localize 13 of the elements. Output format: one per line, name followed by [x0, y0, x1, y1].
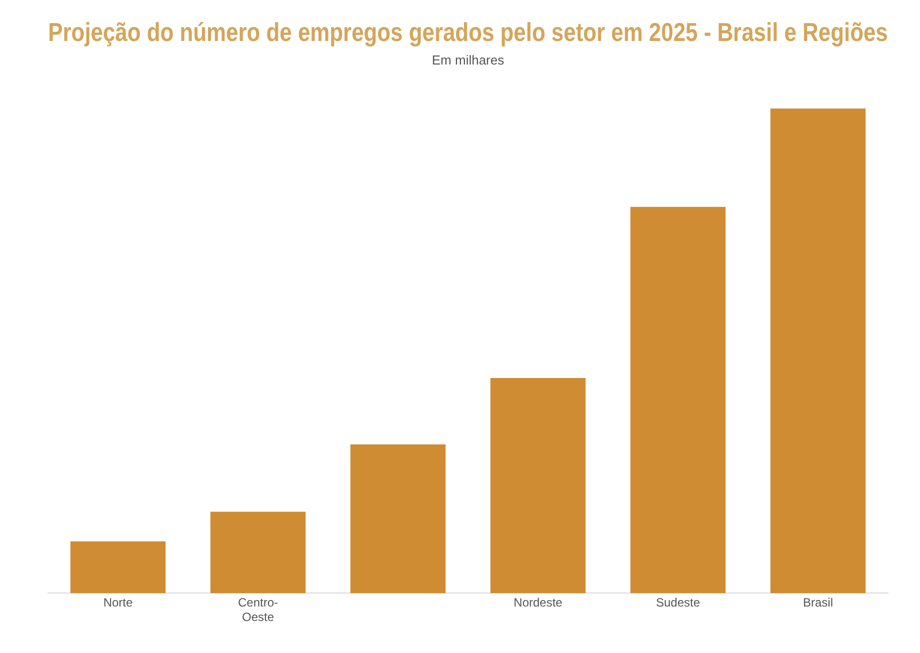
chart-title: Projeção do número de empregos gerados pelo setor em 2025 - Brasil e Regiões — [48, 18, 888, 48]
x-tick-label: Sudeste — [656, 596, 700, 610]
bar — [770, 108, 866, 594]
chart-subtitle: Em milhares — [432, 52, 505, 68]
x-tick-label: Centro- Oeste — [238, 596, 278, 624]
bar — [70, 541, 166, 594]
x-tick-label: Norte — [103, 596, 133, 610]
x-tick-label: Nordeste — [514, 596, 563, 610]
bar — [630, 206, 726, 594]
x-tick-label: Brasil — [802, 596, 834, 610]
bar — [350, 444, 446, 594]
bar — [210, 512, 306, 594]
bar — [490, 378, 586, 594]
